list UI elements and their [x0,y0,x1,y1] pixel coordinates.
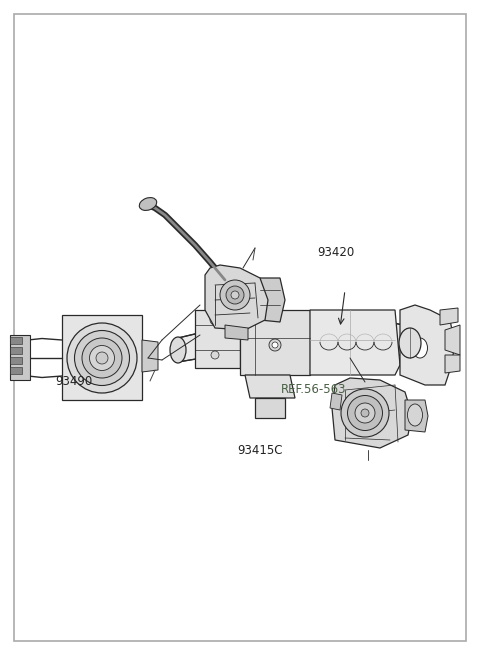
Ellipse shape [82,338,122,378]
Ellipse shape [341,389,389,437]
Polygon shape [440,308,458,325]
Ellipse shape [139,198,156,210]
Ellipse shape [89,345,115,371]
Ellipse shape [231,291,239,299]
Polygon shape [10,335,30,380]
Ellipse shape [348,396,383,430]
Polygon shape [142,340,158,372]
Polygon shape [405,400,428,432]
Polygon shape [445,325,460,355]
Ellipse shape [399,328,421,358]
Text: 93420: 93420 [317,246,354,259]
Ellipse shape [226,286,244,304]
Ellipse shape [272,342,278,348]
Ellipse shape [412,338,428,358]
Ellipse shape [269,339,281,351]
Text: 93415C: 93415C [238,444,283,457]
Ellipse shape [74,331,130,386]
Ellipse shape [361,409,369,417]
Polygon shape [178,320,415,362]
Ellipse shape [170,337,186,363]
Polygon shape [195,310,240,368]
Ellipse shape [67,323,137,393]
Ellipse shape [96,352,108,364]
Polygon shape [205,265,268,330]
Polygon shape [445,355,460,373]
Ellipse shape [408,404,422,426]
Polygon shape [225,325,248,340]
Bar [10,346,22,354]
Polygon shape [62,315,142,400]
Ellipse shape [355,403,375,423]
Polygon shape [245,375,295,398]
Polygon shape [332,378,412,448]
Bar [10,356,22,364]
Polygon shape [240,310,310,375]
Bar [10,337,22,343]
Polygon shape [310,310,400,375]
Polygon shape [400,305,455,385]
Polygon shape [260,278,285,322]
Text: REF.56-563: REF.56-563 [281,383,346,396]
Text: 93490: 93490 [55,375,93,388]
Polygon shape [330,393,342,410]
Bar [10,367,22,373]
Ellipse shape [220,280,250,310]
Ellipse shape [211,351,219,359]
Ellipse shape [210,315,220,325]
Polygon shape [255,398,285,418]
